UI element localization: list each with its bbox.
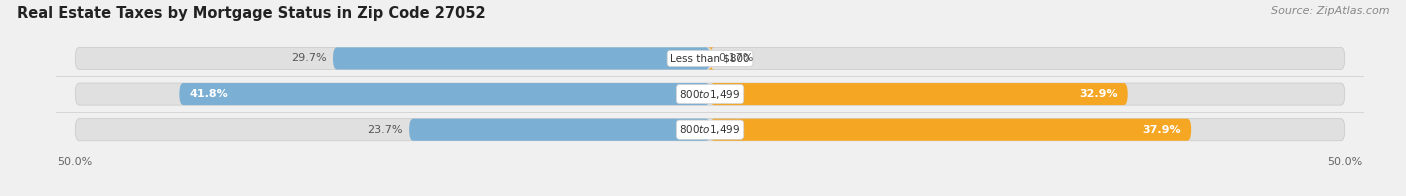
Text: 37.9%: 37.9% — [1143, 125, 1181, 135]
Text: Less than $800: Less than $800 — [671, 54, 749, 64]
Text: Source: ZipAtlas.com: Source: ZipAtlas.com — [1271, 6, 1389, 16]
FancyBboxPatch shape — [409, 119, 710, 141]
FancyBboxPatch shape — [710, 83, 1128, 105]
Text: 41.8%: 41.8% — [190, 89, 228, 99]
FancyBboxPatch shape — [710, 119, 1191, 141]
FancyBboxPatch shape — [76, 47, 1344, 70]
Text: 0.17%: 0.17% — [718, 54, 754, 64]
Text: $800 to $1,499: $800 to $1,499 — [679, 88, 741, 101]
FancyBboxPatch shape — [76, 119, 1344, 141]
FancyBboxPatch shape — [709, 47, 714, 70]
FancyBboxPatch shape — [180, 83, 710, 105]
Text: 32.9%: 32.9% — [1078, 89, 1118, 99]
FancyBboxPatch shape — [76, 83, 1344, 105]
Text: 23.7%: 23.7% — [367, 125, 402, 135]
Text: 29.7%: 29.7% — [291, 54, 326, 64]
Text: $800 to $1,499: $800 to $1,499 — [679, 123, 741, 136]
Text: Real Estate Taxes by Mortgage Status in Zip Code 27052: Real Estate Taxes by Mortgage Status in … — [17, 6, 485, 21]
FancyBboxPatch shape — [333, 47, 710, 70]
